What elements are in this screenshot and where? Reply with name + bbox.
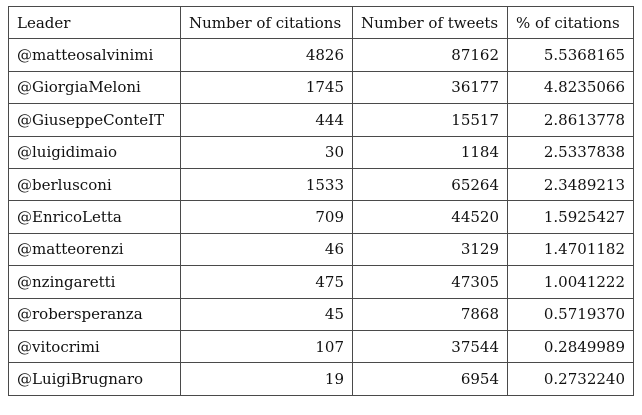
tweets-cell: 65264 [352, 167, 508, 202]
table-row: @nzingaretti 475 47305 1.0041222 [8, 265, 634, 299]
leader-cell: @vitocrimi [8, 329, 181, 364]
citations-cell: 30 [180, 135, 353, 169]
percent-cell: 0.2732240 [507, 362, 634, 396]
leader-cell: @luigidimaio [8, 135, 181, 169]
table-row: @LuigiBrugnaro 19 6954 0.2732240 [8, 362, 634, 396]
tweets-cell: 87162 [352, 38, 508, 72]
table-row: @GiorgiaMeloni 1745 36177 4.8235066 [8, 70, 634, 105]
tweets-cell: 44520 [352, 200, 508, 234]
leader-cell: @GiorgiaMeloni [8, 70, 181, 105]
citations-cell: 46 [180, 232, 353, 267]
table-row: @berlusconi 1533 65264 2.3489213 [8, 167, 634, 202]
table-row: @GiuseppeConteIT 444 15517 2.8613778 [8, 103, 634, 137]
percent-cell: 2.8613778 [507, 103, 634, 137]
percent-cell: 1.0041222 [507, 265, 634, 299]
leader-cell: @matteorenzi [8, 232, 181, 267]
column-header-tweets: Number of tweets [352, 5, 508, 40]
column-header-leader: Leader [8, 5, 181, 40]
table-row: @luigidimaio 30 1184 2.5337838 [8, 135, 634, 169]
citations-cell: 107 [180, 329, 353, 364]
tweets-cell: 36177 [352, 70, 508, 105]
table-row: @vitocrimi 107 37544 0.2849989 [8, 329, 634, 364]
citations-cell: 45 [180, 297, 353, 331]
table-header-row: Leader Number of citations Number of twe… [8, 5, 634, 40]
citations-cell: 444 [180, 103, 353, 137]
tweets-cell: 1184 [352, 135, 508, 169]
citations-cell: 4826 [180, 38, 353, 72]
leader-cell: @EnricoLetta [8, 200, 181, 234]
percent-cell: 4.8235066 [507, 70, 634, 105]
tweets-cell: 47305 [352, 265, 508, 299]
citations-cell: 19 [180, 362, 353, 396]
tweets-cell: 3129 [352, 232, 508, 267]
citations-cell: 1745 [180, 70, 353, 105]
leader-cell: @nzingaretti [8, 265, 181, 299]
tweets-cell: 15517 [352, 103, 508, 137]
column-header-citations: Number of citations [180, 5, 353, 40]
table-row: @matteorenzi 46 3129 1.4701182 [8, 232, 634, 267]
leader-cell: @berlusconi [8, 167, 181, 202]
percent-cell: 2.3489213 [507, 167, 634, 202]
citations-table: Leader Number of citations Number of twe… [8, 5, 634, 396]
tweets-cell: 6954 [352, 362, 508, 396]
tweets-cell: 7868 [352, 297, 508, 331]
tweets-cell: 37544 [352, 329, 508, 364]
citations-cell: 709 [180, 200, 353, 234]
leader-cell: @robersperanza [8, 297, 181, 331]
column-header-percent-citations: % of citations [507, 5, 634, 40]
percent-cell: 1.5925427 [507, 200, 634, 234]
percent-cell: 5.5368165 [507, 38, 634, 72]
leader-cell: @matteosalvinimi [8, 38, 181, 72]
leader-cell: @LuigiBrugnaro [8, 362, 181, 396]
leader-cell: @GiuseppeConteIT [8, 103, 181, 137]
citations-cell: 475 [180, 265, 353, 299]
table-row: @matteosalvinimi 4826 87162 5.5368165 [8, 38, 634, 72]
citations-cell: 1533 [180, 167, 353, 202]
table-row: @robersperanza 45 7868 0.5719370 [8, 297, 634, 331]
percent-cell: 2.5337838 [507, 135, 634, 169]
table-row: @EnricoLetta 709 44520 1.5925427 [8, 200, 634, 234]
percent-cell: 0.2849989 [507, 329, 634, 364]
percent-cell: 0.5719370 [507, 297, 634, 331]
percent-cell: 1.4701182 [507, 232, 634, 267]
